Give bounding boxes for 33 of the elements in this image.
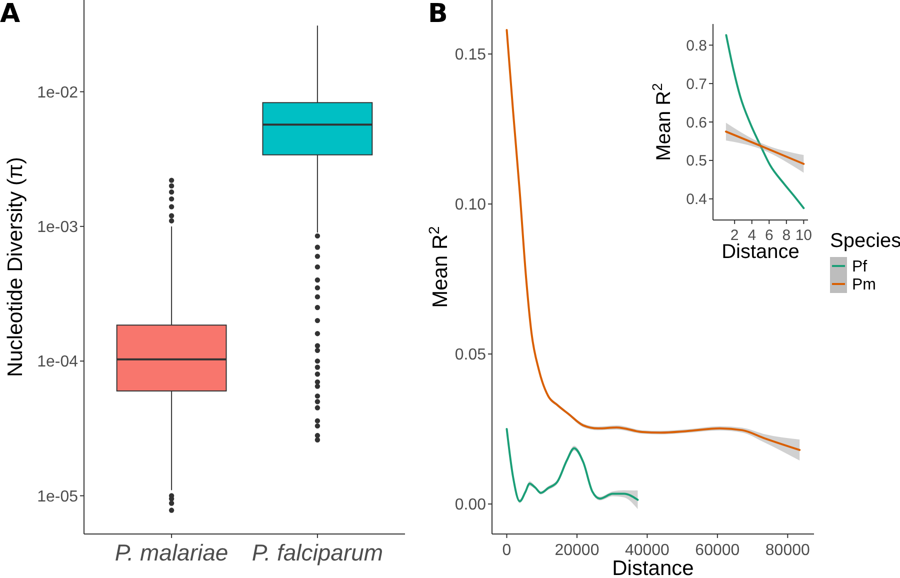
x-axis-title: Distance bbox=[722, 241, 800, 263]
legend-label: Pm bbox=[852, 276, 876, 294]
y-tick-label: 0.7 bbox=[686, 76, 707, 93]
y-tick-label: 0.10 bbox=[454, 196, 486, 214]
x-tick-label: 0 bbox=[502, 542, 512, 559]
x-tick-label: 8 bbox=[782, 227, 791, 244]
y-tick-label: 0.6 bbox=[686, 114, 707, 132]
x-tick-label: P. malariae bbox=[114, 539, 228, 566]
line-series bbox=[725, 34, 805, 210]
y-tick-label: 0.5 bbox=[686, 152, 707, 170]
x-tick-label: 60000 bbox=[695, 542, 740, 559]
y-tick-label: 0.8 bbox=[686, 37, 707, 54]
x-tick-label: P. falciparum bbox=[252, 539, 384, 566]
y-tick-label: 0.05 bbox=[454, 346, 486, 364]
y-tick-label: 0.00 bbox=[454, 496, 486, 514]
legend-label: Pf bbox=[852, 258, 868, 276]
x-tick-label: 20000 bbox=[554, 542, 600, 559]
y-tick-label: 0.4 bbox=[686, 191, 707, 208]
x-tick-label: 4 bbox=[748, 227, 756, 244]
y-tick-label: 1e-04 bbox=[37, 354, 78, 371]
y-tick-label: 1e-02 bbox=[37, 84, 78, 102]
y-tick-label: 0.15 bbox=[454, 46, 486, 64]
chart-title: A bbox=[0, 0, 20, 29]
chart-title: B bbox=[428, 0, 448, 29]
x-tick-label: 6 bbox=[764, 227, 774, 244]
y-tick-label: 1e-05 bbox=[37, 488, 78, 506]
y-axis-title: Nucleotide Diversity (π) bbox=[4, 157, 27, 377]
x-tick-label: 80000 bbox=[765, 542, 810, 559]
y-tick-label: 1e-03 bbox=[37, 219, 78, 236]
x-tick-label: 10 bbox=[795, 227, 812, 244]
x-tick-label: 2 bbox=[730, 227, 739, 244]
x-axis-title: Distance bbox=[612, 557, 694, 578]
x-tick-label: 40000 bbox=[624, 542, 670, 559]
